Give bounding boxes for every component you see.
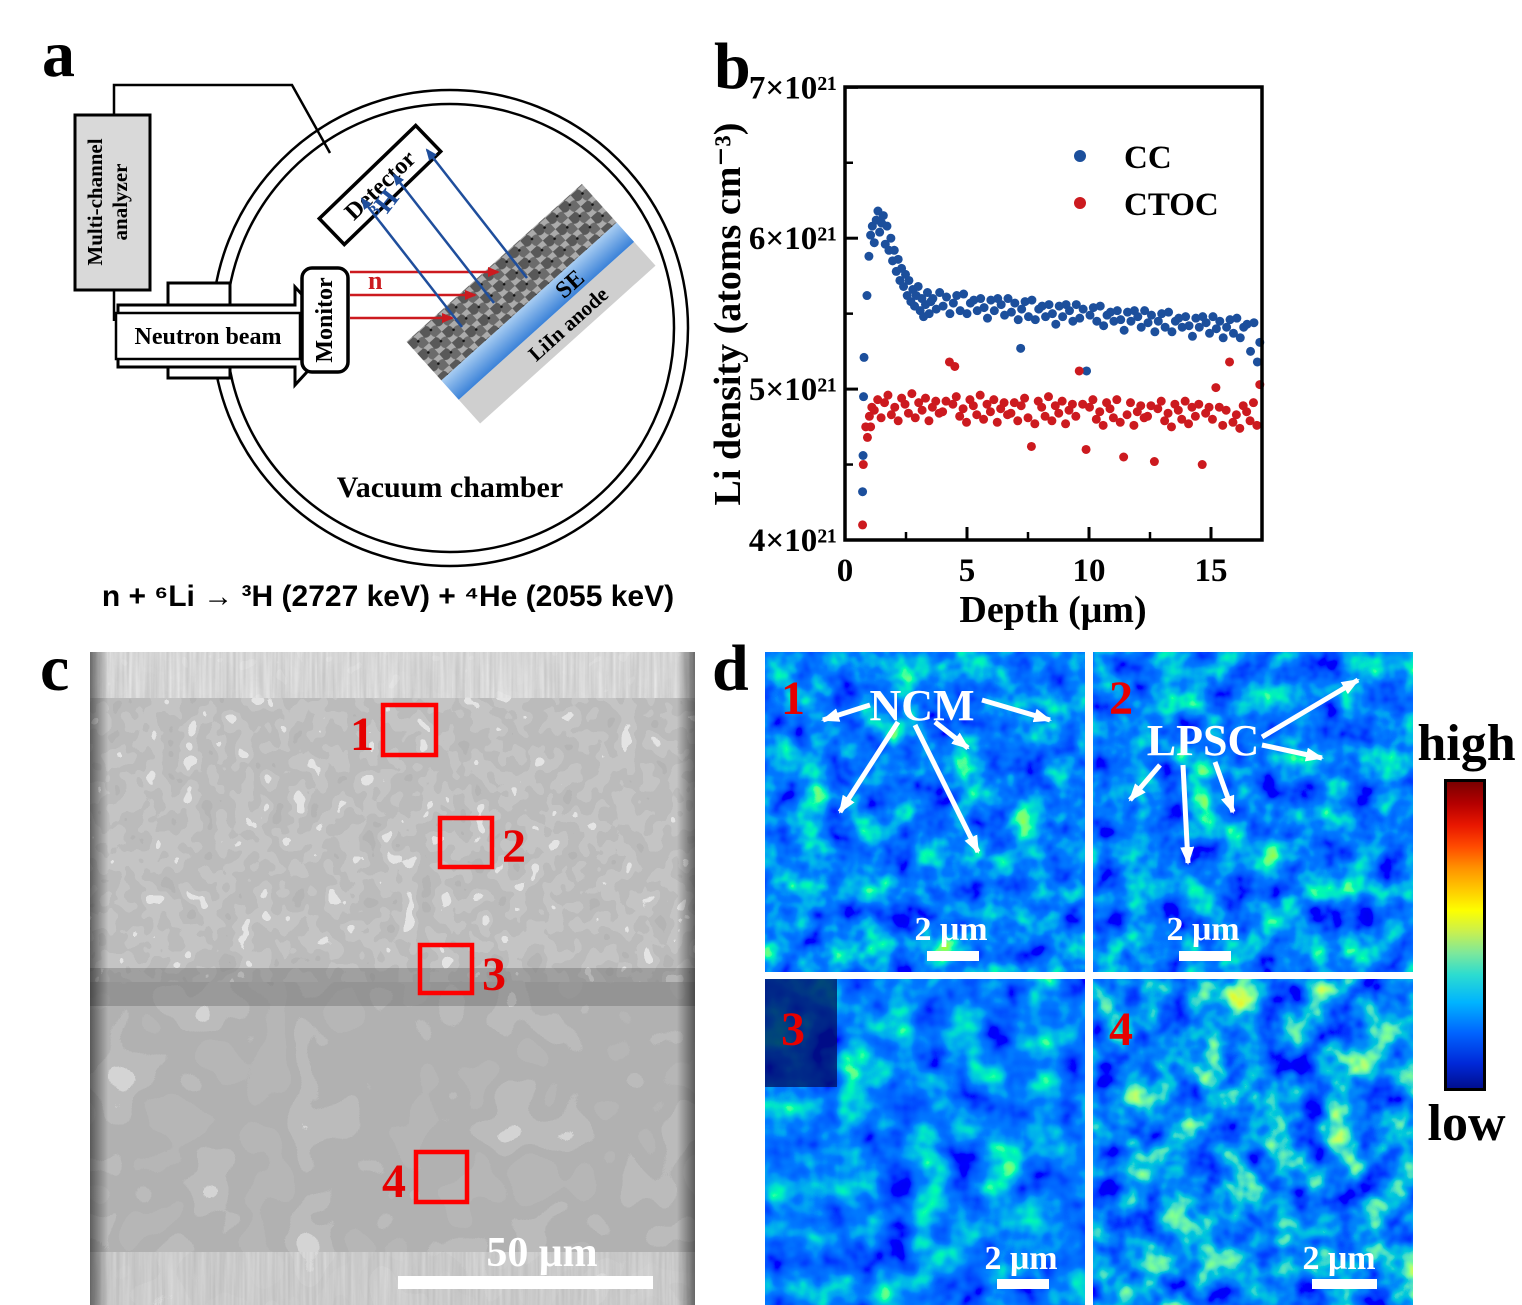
li-density-chart: 0 5 10 15 4×10²¹ 5×10²¹ 6×10²¹ 7×10²¹ Depth (μm…	[707, 70, 1265, 630]
tile-label-2: 2	[1109, 672, 1133, 725]
colorbar-high-label: high	[1417, 715, 1516, 772]
tile4-scale-text: 2 μm	[1302, 1240, 1375, 1277]
ncm-arrows	[821, 697, 1052, 854]
n-label: n	[368, 266, 383, 295]
legend-label-ctoc: CTOC	[1124, 187, 1219, 223]
svg-text:5: 5	[959, 553, 976, 589]
axis-tick-labels: 0 5 10 15 4×10²¹ 5×10²¹ 6×10²¹ 7×10²¹	[749, 70, 1228, 589]
panel-b-letter: b	[714, 30, 751, 103]
tile-label-4: 4	[1109, 1003, 1133, 1056]
neutron-beam-arrow: Neutron beam	[114, 283, 343, 389]
sem-cross-section: 1 2 3 4 50 μm	[90, 652, 695, 1305]
scale-bar-50um: 50 μm	[398, 1230, 653, 1289]
legend-marker-cc	[1074, 150, 1086, 162]
ndp-maps: 1 NCM 2 μm 2 LPSC 2 μm	[765, 652, 1413, 1305]
legend-label-cc: CC	[1124, 140, 1172, 176]
multichannel-analyzer-box: Multi-channel analyzer	[73, 113, 152, 292]
reaction-equation: n + ⁶Li → ³H (2727 keV) + ⁴He (2055 keV)	[101, 580, 675, 613]
panel-a-letter: a	[42, 18, 75, 91]
colorbar-low-label: low	[1427, 1095, 1506, 1152]
tile4-scale-bar	[1312, 1279, 1377, 1289]
vacuum-chamber-label: Vacuum chamber	[337, 471, 563, 504]
tile1-scale-text: 2 μm	[914, 911, 987, 948]
neutron-arrows	[350, 267, 500, 323]
panel-a-schematic: Multi-channel analyzer Neutron beam Moni…	[73, 83, 690, 568]
plot-frame	[843, 85, 1264, 542]
ndp-tile-3: 3 2 μm	[765, 979, 1085, 1305]
region-boxes	[380, 702, 495, 1205]
analyzer-label-line1: Multi-channel	[83, 138, 107, 265]
scatter-points	[858, 206, 1265, 530]
analyzer-label-line2: analyzer	[108, 164, 132, 241]
neutron-beam-label: Neutron beam	[135, 324, 282, 350]
svg-text:15: 15	[1195, 553, 1228, 589]
colorbar	[1444, 779, 1486, 1091]
region-box-3	[417, 942, 475, 996]
lpsc-arrows	[1128, 677, 1360, 865]
tile3-scale-text: 2 μm	[984, 1240, 1057, 1277]
panel-d-letter: d	[712, 632, 749, 705]
monitor-box: Monitor	[300, 266, 350, 374]
region-box-4	[413, 1149, 470, 1205]
region-label-4: 4	[382, 1155, 406, 1208]
tile-label-3: 3	[781, 1003, 805, 1056]
region-label-1: 1	[350, 708, 374, 761]
panel-c-letter: c	[40, 632, 70, 705]
ndp-tile-1: 1 NCM 2 μm	[765, 652, 1085, 972]
ndp-tile-4: 4 2 μm	[1093, 979, 1413, 1305]
svg-text:6×10²¹: 6×10²¹	[749, 221, 837, 257]
svg-text:10: 10	[1073, 553, 1106, 589]
region-box-1	[380, 702, 439, 758]
y-axis-title: Li density (atoms cm⁻³)	[707, 123, 749, 506]
scale-bar-50um-text: 50 μm	[486, 1230, 597, 1276]
svg-text:0: 0	[837, 553, 854, 589]
x-axis-title: Depth (μm)	[959, 589, 1146, 630]
tile2-scale-text: 2 μm	[1166, 911, 1239, 948]
tile2-scale-bar	[1179, 951, 1231, 961]
legend-marker-ctoc	[1074, 197, 1086, 209]
region-box-2	[437, 815, 495, 870]
sem-texture	[90, 652, 695, 1305]
region-label-2: 2	[502, 820, 526, 873]
cathode-layer	[406, 183, 617, 381]
svg-text:7×10²¹: 7×10²¹	[749, 70, 837, 106]
analyzer-wires	[112, 83, 332, 321]
se-layer	[441, 222, 635, 400]
lpsc-label: LPSC	[1147, 716, 1259, 765]
liin-anode-layer	[458, 241, 656, 424]
legend: CC CTOC	[1074, 140, 1219, 223]
sample-stack: SE LiIn anode	[406, 183, 656, 424]
tile3-scale-bar	[997, 1279, 1049, 1289]
tile1-scale-bar	[927, 951, 979, 961]
tritium-arrows	[360, 148, 528, 328]
svg-text:4×10²¹: 4×10²¹	[749, 523, 837, 559]
monitor-label: Monitor	[312, 277, 338, 363]
svg-text:5×10²¹: 5×10²¹	[749, 372, 837, 408]
region-label-3: 3	[482, 948, 506, 1001]
ndp-tile-2: 2 LPSC 2 μm	[1093, 652, 1413, 972]
ncm-label: NCM	[869, 681, 974, 730]
tile-label-1: 1	[781, 672, 805, 725]
